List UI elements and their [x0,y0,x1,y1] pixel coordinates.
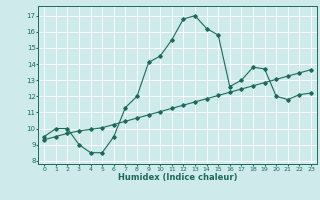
X-axis label: Humidex (Indice chaleur): Humidex (Indice chaleur) [118,173,237,182]
